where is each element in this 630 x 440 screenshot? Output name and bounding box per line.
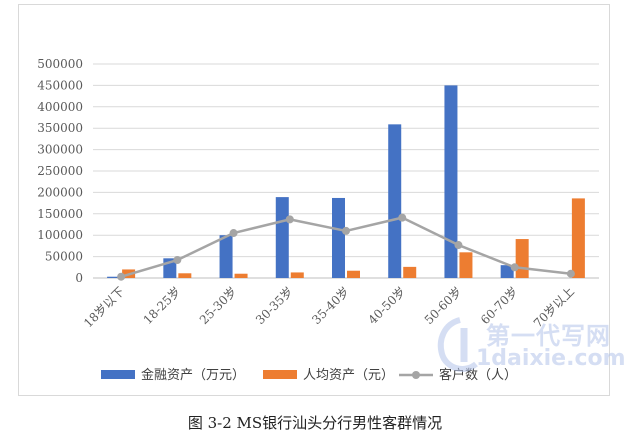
bar-per-capita-assets (403, 266, 417, 278)
legend-customer-count-marker (412, 371, 420, 379)
line-point-customer-count (285, 215, 294, 224)
bar-financial-assets (275, 197, 289, 278)
line-point-customer-count (454, 241, 463, 250)
legend-financial-assets-swatch (101, 370, 135, 379)
x-tick-label: 18岁以下 (80, 284, 127, 331)
bar-financial-assets (219, 235, 233, 278)
y-tick-label: 0 (75, 271, 83, 285)
bar-per-capita-assets (459, 252, 473, 278)
y-tick-label: 200000 (37, 185, 83, 199)
bar-per-capita-assets (571, 198, 585, 278)
bar-financial-assets (388, 124, 402, 279)
watermark-top-text: 第一代写网 (486, 322, 611, 350)
bar-per-capita-assets (290, 272, 304, 278)
x-tick-label: 30-35岁 (252, 284, 296, 328)
line-point-customer-count (117, 272, 126, 281)
bar-financial-assets (332, 197, 345, 278)
bar-per-capita-assets (178, 273, 192, 278)
legend-financial-assets-label: 金融资产（万元） (141, 367, 245, 383)
bar-financial-assets (444, 85, 458, 279)
figure-caption: 图 3-2 MS银行汕头分行男性客群情况 (187, 414, 443, 432)
y-tick-label: 150000 (37, 207, 83, 221)
legend-per-capita-assets-label: 人均资产（元） (303, 368, 394, 383)
line-point-customer-count (342, 226, 350, 235)
watermark-logo-icon (437, 317, 478, 372)
bar-financial-assets (107, 276, 121, 278)
x-tick-label: 35-40岁 (309, 284, 353, 328)
bar-per-capita-assets (347, 270, 360, 278)
x-tick-label: 25-30岁 (196, 284, 240, 328)
legend-per-capita-assets-swatch (263, 370, 297, 379)
y-tick-label: 450000 (37, 78, 83, 92)
y-tick-label: 50000 (45, 250, 83, 264)
y-tick-label: 350000 (37, 121, 83, 135)
chart-area: 0 50000 100000 150000 200000 250000 300000 3500… (18, 4, 610, 396)
y-tick-label: 250000 (37, 164, 83, 178)
line-point-customer-count (398, 213, 407, 222)
bar-per-capita-assets (234, 273, 248, 278)
bar-per-capita-assets (515, 239, 529, 278)
line-point-customer-count (229, 229, 238, 238)
line-point-customer-count (510, 263, 519, 272)
y-tick-label: 400000 (37, 100, 83, 114)
watermark: 第一代写网 1daixie.com (430, 314, 626, 378)
line-point-customer-count (173, 256, 182, 265)
y-tick-label: 300000 (37, 143, 83, 157)
x-tick-label: 40-50岁 (365, 284, 409, 328)
chart-svg: 0 50000 100000 150000 200000 250000 300000 3500… (37, 57, 599, 383)
watermark-bottom-text: 1daixie.com (476, 346, 626, 371)
x-tick-label: 18-25岁 (140, 284, 184, 328)
bar-financial-assets (500, 265, 514, 278)
y-tick-label: 500000 (37, 57, 83, 71)
y-tick-label: 100000 (37, 228, 83, 242)
line-point-customer-count (566, 269, 575, 278)
